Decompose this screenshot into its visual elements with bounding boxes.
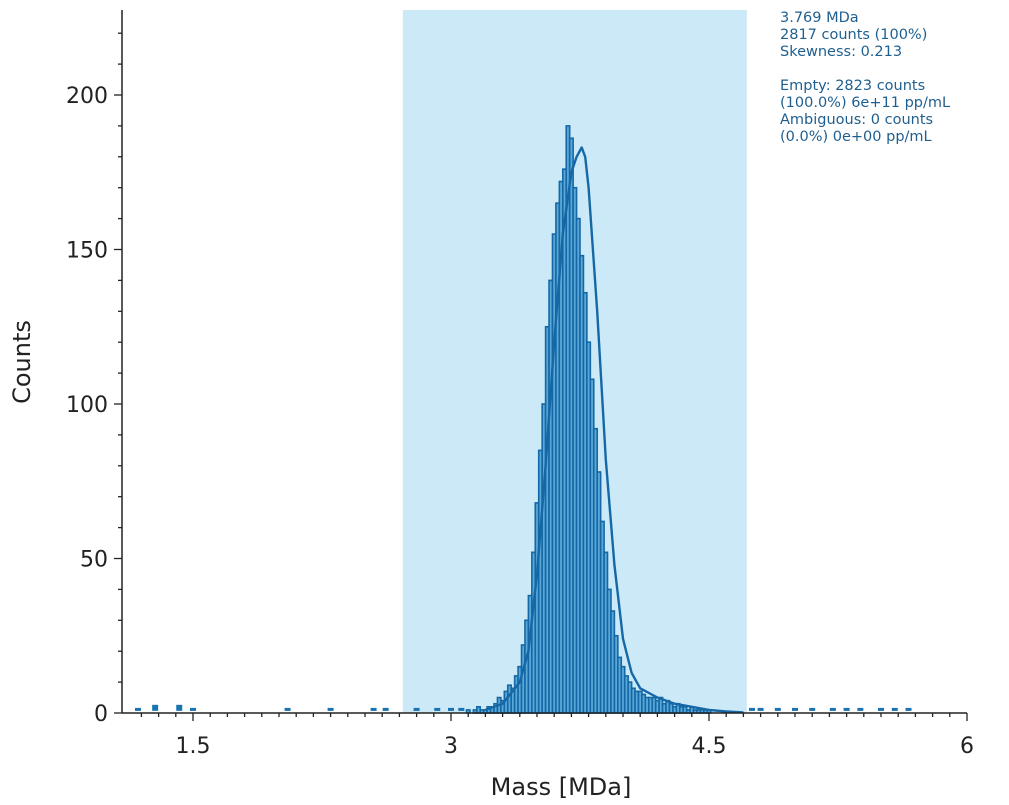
scatter-bin bbox=[434, 707, 441, 711]
y-tick-label: 100 bbox=[66, 393, 108, 418]
scatter-bin bbox=[809, 707, 816, 711]
total-counts-text: 2817 counts (100%) bbox=[780, 27, 928, 43]
y-axis: 0 50 100 150 200 bbox=[66, 10, 123, 727]
scatter-bin bbox=[458, 707, 465, 711]
scatter-bin bbox=[284, 707, 291, 711]
peak-mass-text: 3.769 MDa bbox=[780, 10, 859, 26]
y-tick-label: 50 bbox=[80, 548, 108, 573]
empty-concentration-text: (100.0%) 6e+11 pp/mL bbox=[780, 95, 951, 111]
scatter-bin bbox=[152, 704, 159, 711]
x-tick-label: 1.5 bbox=[176, 734, 211, 759]
scatter-bin bbox=[370, 707, 377, 711]
scatter-bin bbox=[757, 707, 764, 711]
scatter-bin bbox=[176, 704, 183, 711]
annotation-spacer bbox=[780, 61, 1005, 78]
scatter-bin bbox=[134, 707, 141, 711]
scatter-bin bbox=[749, 707, 755, 711]
x-tick-label: 4.5 bbox=[692, 734, 727, 759]
scatter-bin bbox=[413, 707, 420, 711]
scatter-bin bbox=[327, 707, 334, 711]
scatter-bin bbox=[382, 707, 389, 711]
scatter-bin bbox=[829, 707, 836, 711]
scatter-bin bbox=[792, 707, 798, 711]
x-axis: 1.5 3 4.5 6 bbox=[122, 712, 974, 759]
ambiguous-counts-text: Ambiguous: 0 counts bbox=[780, 112, 934, 128]
y-axis-title: Counts bbox=[8, 320, 36, 404]
scatter-bin bbox=[857, 707, 864, 711]
y-tick-label: 0 bbox=[94, 702, 108, 727]
y-tick-label: 150 bbox=[66, 239, 108, 264]
stats-annotation: 3.769 MDa 2817 counts (100%) Skewness: 0… bbox=[780, 10, 1005, 146]
scatter-bin bbox=[843, 707, 850, 711]
x-tick-label: 3 bbox=[444, 734, 458, 759]
ambiguous-concentration-text: (0.0%) 0e+00 pp/mL bbox=[780, 129, 932, 145]
fit-curve bbox=[484, 146, 744, 714]
scatter-bin bbox=[190, 707, 196, 711]
scatter-bin bbox=[448, 707, 454, 711]
scatter-bin bbox=[878, 707, 884, 711]
scatter-bin bbox=[774, 707, 781, 711]
scatter-bin bbox=[905, 707, 912, 711]
x-tick-label: 6 bbox=[960, 734, 974, 759]
outside-scatter bbox=[134, 704, 912, 711]
skewness-text: Skewness: 0.213 bbox=[780, 44, 903, 60]
y-tick-label: 200 bbox=[66, 84, 108, 109]
empty-counts-text: Empty: 2823 counts bbox=[780, 78, 926, 94]
scatter-bin bbox=[891, 707, 898, 711]
x-axis-title: Mass [MDa] bbox=[491, 773, 632, 801]
